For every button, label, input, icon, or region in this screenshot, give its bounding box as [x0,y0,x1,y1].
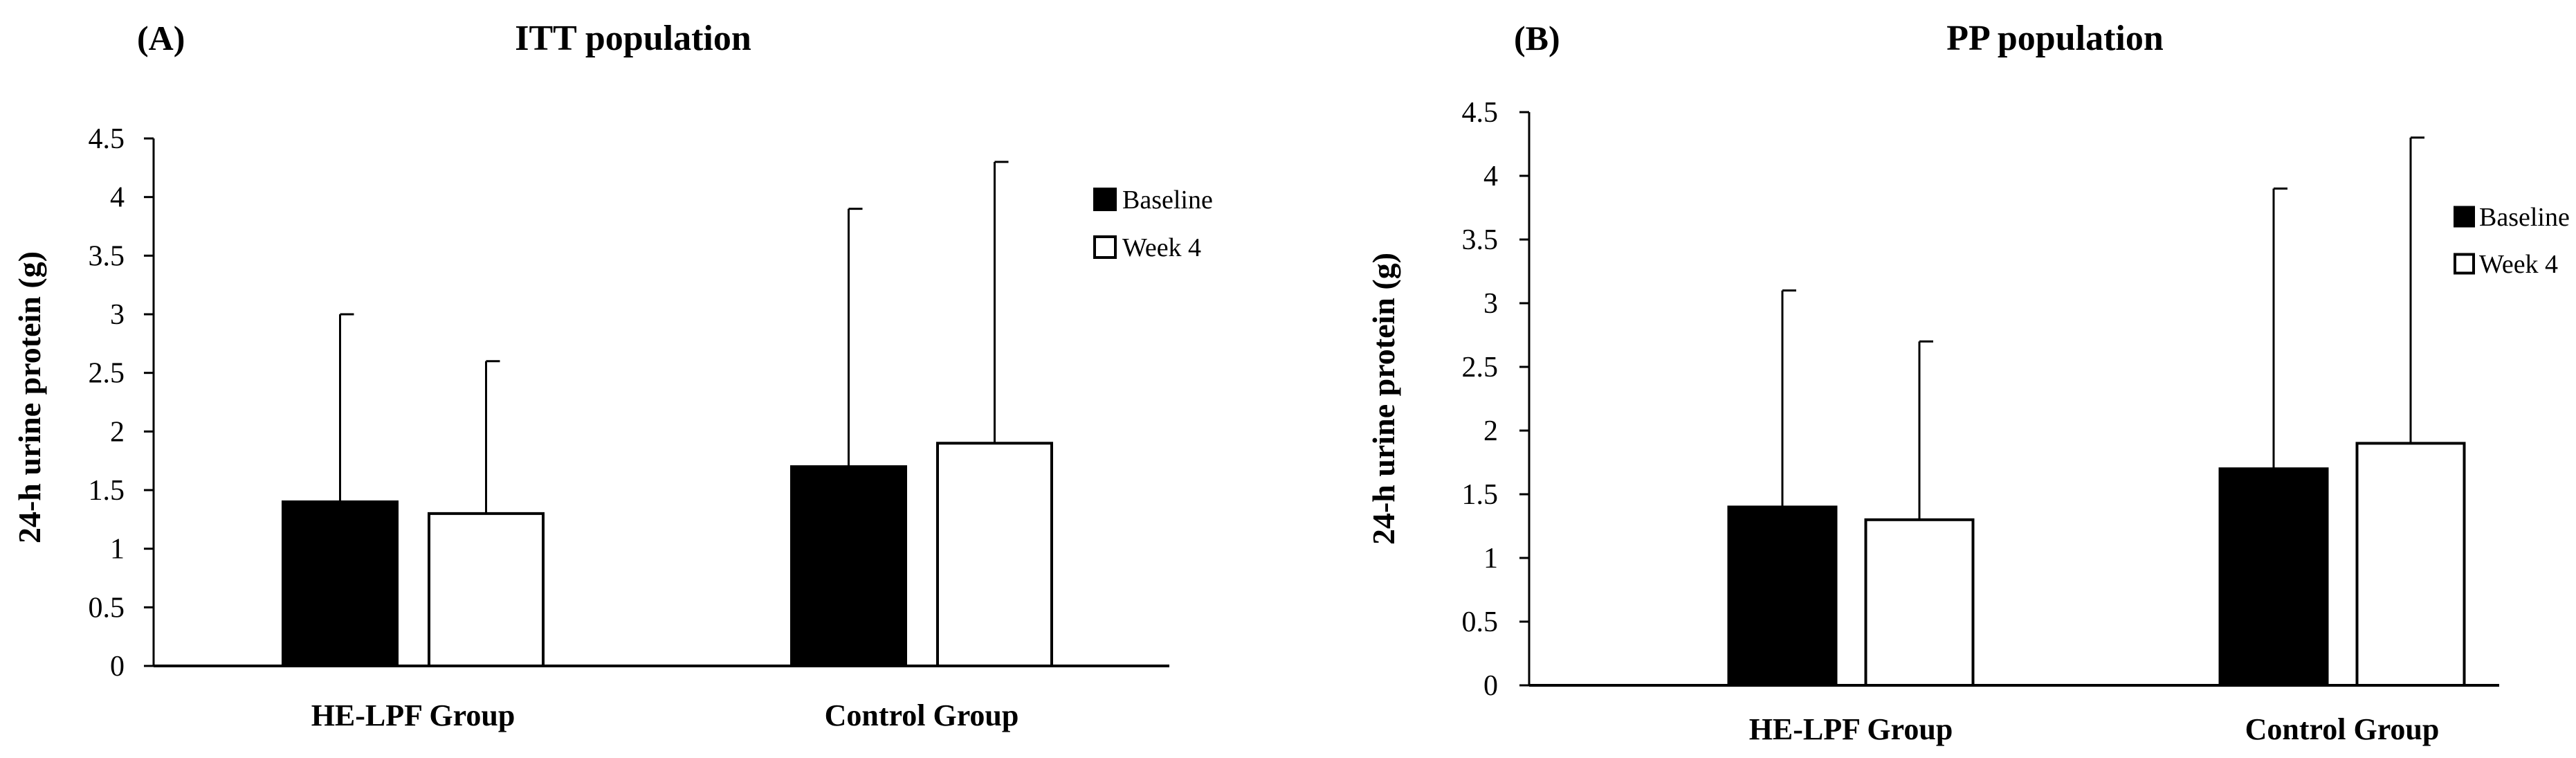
panel-b-y-tick-label: 1 [1483,543,1498,575]
panel-a-label: (A) [137,19,185,57]
panel-b-y-tick-label: 4 [1483,161,1498,192]
panel-a-bar-week-4-1 [428,512,545,667]
panel-b-label: (B) [1514,19,1560,57]
panel-b-title: PP population [1946,19,2164,58]
panel-a-y-tick-label: 1 [110,534,125,566]
panel-b: (B) PP population 24-h urine protein (g) 0 0… [1366,19,2570,746]
panel-a-y-tick-label: 3 [110,299,125,331]
panel-b-y-tick-label: 3 [1483,288,1498,320]
panel-a-bar-baseline-1 [282,500,399,668]
panel-a-y-tick-label: 0.5 [89,592,125,624]
panel-b-legend-label-week-4: Week 4 [2479,250,2558,279]
panel-b-legend-swatch-week-4 [2454,253,2475,275]
panel-a-y-tick-label: 4.5 [89,123,125,155]
panel-a-y-tick-label: 2 [110,416,125,448]
panel-b-y-tick-label: 0 [1483,670,1498,702]
panel-b-y-tick-label: 2 [1483,415,1498,447]
panel-a-y-tick-label: 4 [110,182,125,214]
panel-a-category-label: HE-LPF Group [311,698,515,732]
panel-b-y-tick-label: 3.5 [1462,224,1499,256]
panel-a-y-tick-label: 0 [110,651,125,683]
panel-a-legend-label-week-4: Week 4 [1122,233,1201,262]
panel-b-bar-baseline-1 [1727,505,1838,687]
panel-a-y-tick-label: 2.5 [89,358,125,390]
panel-a-bar-baseline-2 [790,465,907,668]
panel-a-legend-swatch-week-4 [1093,235,1117,259]
panel-a: (A) ITT population 24-h urine protein (g) 0… [12,19,1213,732]
panel-b-y-tick-label: 2.5 [1462,352,1499,383]
panel-b-y-tick-label: 4.5 [1462,97,1499,129]
panel-b-category-label: Control Group [2245,712,2440,746]
panel-a-y-tick-label: 1.5 [89,475,125,507]
panel-b-legend-swatch-baseline [2454,206,2475,228]
panel-b-category-label: HE-LPF Group [1749,712,1953,746]
panel-a-legend-label-baseline: Baseline [1122,186,1213,215]
panel-b-bar-baseline-2 [2218,467,2329,687]
panel-a-legend-swatch-baseline [1093,188,1117,211]
panel-a-y-axis-title: 24-h urine protein (g) [12,251,47,543]
panel-a-category-label: Control Group [825,698,1019,732]
panel-b-y-axis-title: 24-h urine protein (g) [1366,253,1401,545]
panel-a-bar-week-4-2 [936,442,1053,667]
panel-a-title: ITT population [515,19,751,58]
panel-b-bar-week-4-1 [1864,518,1975,687]
panel-b-y-tick-label: 0.5 [1462,606,1499,638]
panel-b-bar-week-4-2 [2355,442,2466,687]
panel-b-y-tick-label: 1.5 [1462,479,1499,511]
panel-a-y-tick-label: 3.5 [89,240,125,272]
panel-b-legend-label-baseline: Baseline [2479,203,2570,232]
